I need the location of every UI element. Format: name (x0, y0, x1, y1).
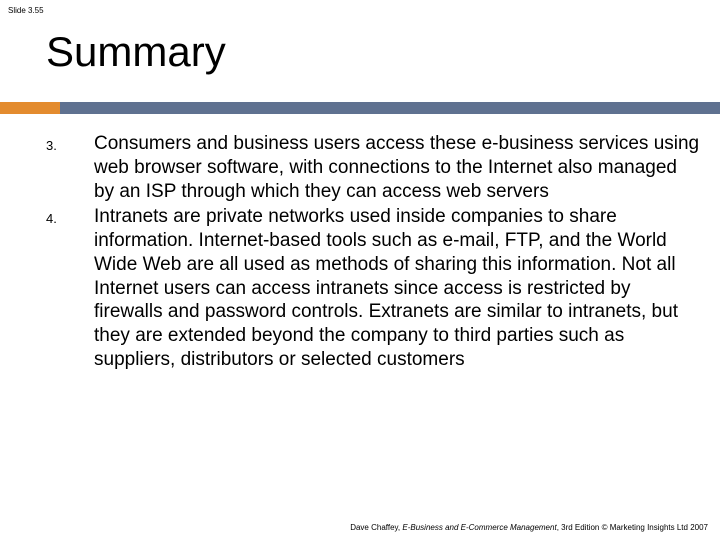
list-item: 3. Consumers and business users access t… (46, 132, 700, 203)
divider-right (60, 102, 720, 114)
divider-left (0, 102, 60, 114)
footer-author: Dave Chaffey, (350, 523, 402, 532)
list-number: 3. (46, 132, 94, 203)
slide-title: Summary (46, 28, 226, 76)
body-content: 3. Consumers and business users access t… (46, 132, 700, 374)
footer-book: E-Business and E-Commerce Management (402, 523, 556, 532)
footer-citation: Dave Chaffey, E-Business and E-Commerce … (350, 523, 708, 532)
footer-rest: , 3rd Edition © Marketing Insights Ltd 2… (557, 523, 708, 532)
title-area: Summary (46, 28, 226, 76)
slide-number: Slide 3.55 (8, 6, 44, 15)
list-item: 4. Intranets are private networks used i… (46, 205, 700, 371)
list-text: Intranets are private networks used insi… (94, 205, 700, 371)
list-number: 4. (46, 205, 94, 371)
list-text: Consumers and business users access thes… (94, 132, 700, 203)
divider-bar (0, 102, 720, 114)
